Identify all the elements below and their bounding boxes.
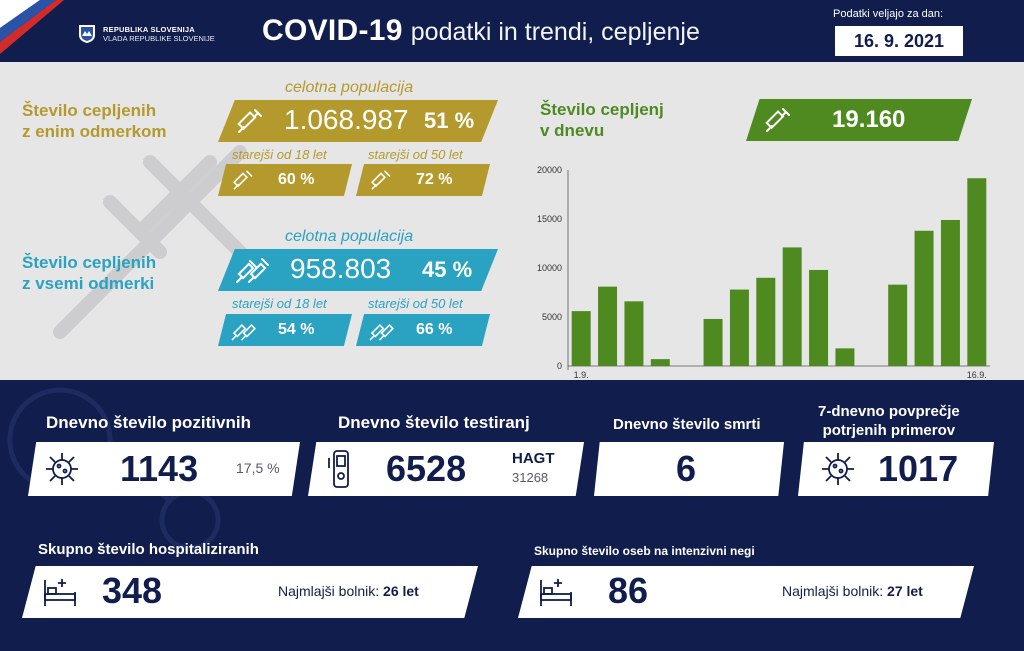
all-doses-18-label: starejši od 18 let	[232, 296, 327, 311]
one-dose-18-pct: 60 %	[278, 171, 315, 188]
hospital-bed-icon	[44, 579, 76, 606]
date-value: 16. 9. 2021	[835, 26, 963, 56]
coat-of-arms-icon	[79, 25, 95, 43]
hagt-label: HAGT	[512, 450, 555, 467]
header: REPUBLIKA SLOVENIJA VLADA REPUBLIKE SLOV…	[0, 0, 1024, 62]
syringe-icon	[237, 109, 262, 133]
all-doses-50-label: starejši od 50 let	[368, 296, 463, 311]
positive-title: Dnevno število pozitivnih	[46, 413, 251, 432]
date-label: Podatki veljajo za dan:	[833, 8, 944, 20]
deaths-card: 6	[594, 442, 784, 496]
hosp-card: 348 Najmlajši bolnik: 26 let	[22, 566, 478, 618]
tested-title: Dnevno število testiranj	[338, 413, 530, 432]
bar-4.9.	[650, 359, 670, 366]
deaths-title: Dnevno število smrti	[613, 416, 761, 433]
syringe-icon	[370, 170, 391, 190]
y-tick-label: 0	[557, 361, 562, 371]
daily-vaccinations-value: 19.160	[832, 106, 906, 133]
syringe-icon	[765, 108, 790, 132]
hosp-youngest: Najmlajši bolnik: 26 let	[278, 583, 419, 599]
virus-icon	[46, 453, 78, 485]
page-title: COVID-19 podatki in trendi, cepljenje	[262, 14, 700, 47]
one-dose-label: Število cepljenih z enim odmerkom	[22, 101, 167, 141]
hospital-bed-icon	[540, 579, 572, 606]
bar-10.9.	[809, 269, 829, 366]
daily-vaccinations-pill: 19.160	[746, 99, 972, 141]
one-dose-18-label: starejši od 18 let	[232, 147, 327, 162]
bar-7.9.	[729, 289, 749, 366]
bar-15.9.	[940, 219, 960, 366]
government-name: REPUBLIKA SLOVENIJA VLADA REPUBLIKE SLOV…	[103, 25, 215, 43]
syringe-icon	[232, 170, 253, 190]
y-tick-label: 10000	[537, 263, 562, 273]
bar-11.9.	[835, 348, 855, 366]
all-doses-50-pct: 66 %	[416, 321, 453, 338]
slovenian-flag-ribbon	[0, 0, 64, 54]
icu-value: 86	[608, 570, 649, 611]
all-doses-total-pill: 958.803 45 %	[218, 249, 498, 291]
hosp-value: 348	[102, 570, 163, 611]
one-dose-50-pct: 72 %	[416, 171, 453, 188]
bar-3.9.	[624, 301, 644, 366]
rapid-test-icon	[328, 450, 349, 488]
positive-value: 1143	[120, 448, 199, 489]
all-doses-total-value: 958.803	[290, 253, 392, 284]
tested-card: 6528 HAGT 31268	[308, 442, 584, 496]
deaths-value: 6	[676, 448, 697, 489]
all-doses-18-pct: 54 %	[278, 321, 315, 338]
x-tick-label: 1.9.	[574, 370, 589, 380]
one-dose-50-label: starejši od 50 let	[368, 147, 463, 162]
y-tick-label: 20000	[537, 165, 562, 175]
all-doses-total-pct: 45 %	[422, 257, 473, 282]
avg-value: 1017	[878, 448, 959, 489]
daily-vaccinations-chart: 0 5000 10000 15000 20000 1.9. 16.9.	[537, 165, 990, 380]
hosp-title: Skupno število hospitaliziranih	[38, 541, 259, 558]
tested-value: 6528	[386, 448, 467, 489]
daily-vaccinations-label: Število cepljenj v dnevu	[540, 100, 664, 140]
bar-8.9.	[756, 277, 776, 366]
all-doses-50-pill: 66 %	[356, 314, 490, 346]
x-tick-label: 16.9.	[967, 370, 987, 380]
one-dose-total-label: celotna populacija	[285, 79, 414, 96]
all-doses-total-label: celotna populacija	[285, 228, 414, 245]
all-doses-18-pill: 54 %	[218, 314, 352, 346]
two-syringes-icon	[369, 324, 394, 341]
one-dose-total-value: 1.068.987	[284, 104, 409, 135]
two-syringes-icon	[231, 324, 256, 341]
two-syringes-icon	[236, 258, 269, 283]
bar-13.9.	[888, 284, 908, 366]
bar-2.9.	[598, 286, 618, 366]
icu-youngest: Najmlajši bolnik: 27 let	[782, 583, 923, 599]
y-tick-label: 5000	[542, 312, 562, 322]
icu-title: Skupno število oseb na intenzivni negi	[534, 544, 755, 558]
bar-1.9.	[571, 311, 591, 366]
bar-14.9.	[914, 230, 934, 366]
avg-title: 7-dnevno povprečje potrjenih primerov	[818, 403, 960, 439]
bar-6.9.	[703, 318, 723, 366]
vaccination-section: Število cepljenih z enim odmerkom celotn…	[0, 62, 1024, 380]
syringe-watermark	[53, 145, 267, 339]
positive-pct: 17,5 %	[236, 460, 280, 476]
bar-16.9.	[967, 178, 987, 366]
all-doses-label: Število cepljenih z vsemi odmerki	[22, 253, 157, 293]
hagt-value: 31268	[512, 470, 549, 485]
y-tick-label: 15000	[537, 214, 562, 224]
virus-icon	[822, 453, 854, 485]
one-dose-total-pct: 51 %	[424, 108, 475, 133]
avg-card: 1017	[798, 442, 994, 496]
bar-9.9.	[782, 247, 802, 366]
one-dose-total-pill: 1.068.987 51 %	[218, 100, 498, 142]
one-dose-50-pill: 72 %	[356, 164, 490, 196]
positive-card: 1143 17,5 %	[28, 442, 300, 496]
one-dose-18-pill: 60 %	[218, 164, 352, 196]
icu-card: 86 Najmlajši bolnik: 27 let	[518, 566, 974, 618]
